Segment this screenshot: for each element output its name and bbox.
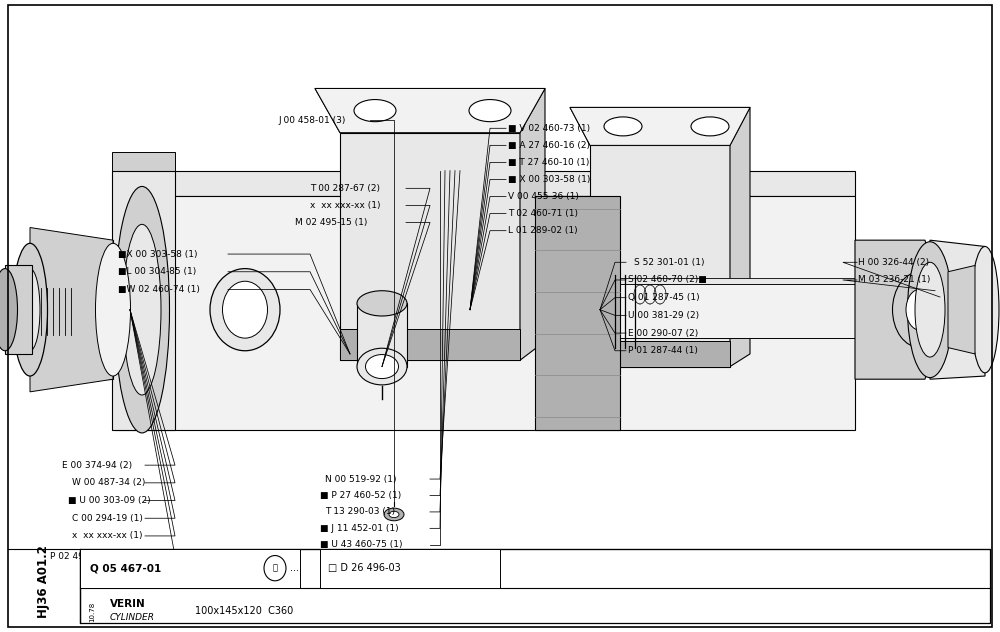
Text: E 00 374-94 (2): E 00 374-94 (2) bbox=[62, 461, 132, 470]
Text: H 00 326-44 (2): H 00 326-44 (2) bbox=[858, 258, 929, 267]
Bar bbox=[320, 549, 500, 588]
Text: ...: ... bbox=[290, 563, 299, 573]
Text: x  xx xxx-xx (1): x xx xxx-xx (1) bbox=[310, 201, 380, 210]
Polygon shape bbox=[357, 303, 407, 367]
Bar bbox=[80, 549, 300, 588]
Ellipse shape bbox=[357, 291, 407, 316]
Ellipse shape bbox=[971, 246, 999, 373]
Ellipse shape bbox=[264, 556, 286, 581]
Text: ■X 00 303-58 (1): ■X 00 303-58 (1) bbox=[118, 250, 198, 258]
Polygon shape bbox=[520, 88, 545, 360]
Text: J 00 458-01 (3): J 00 458-01 (3) bbox=[278, 116, 345, 125]
Text: N 00 519-92 (1): N 00 519-92 (1) bbox=[325, 475, 396, 483]
Text: VERIN: VERIN bbox=[110, 599, 146, 609]
Ellipse shape bbox=[906, 289, 934, 331]
Polygon shape bbox=[590, 341, 730, 367]
Polygon shape bbox=[315, 88, 545, 133]
Text: U 00 381-29 (2): U 00 381-29 (2) bbox=[628, 311, 699, 320]
Polygon shape bbox=[570, 107, 750, 145]
Polygon shape bbox=[340, 133, 520, 360]
Ellipse shape bbox=[123, 224, 161, 395]
Text: ■ T 27 460-10 (1): ■ T 27 460-10 (1) bbox=[508, 158, 589, 167]
Ellipse shape bbox=[469, 100, 511, 121]
Ellipse shape bbox=[20, 269, 40, 351]
Text: CYLINDER: CYLINDER bbox=[110, 613, 155, 622]
Ellipse shape bbox=[389, 511, 399, 518]
Ellipse shape bbox=[0, 269, 18, 351]
Polygon shape bbox=[855, 240, 935, 379]
Text: HJ36 A01.2: HJ36 A01.2 bbox=[38, 545, 50, 618]
Text: 10.78: 10.78 bbox=[89, 601, 95, 622]
Text: ■ X 00 303-58 (1): ■ X 00 303-58 (1) bbox=[508, 175, 590, 184]
Polygon shape bbox=[540, 284, 870, 338]
Text: S 52 301-01 (1): S 52 301-01 (1) bbox=[634, 258, 704, 267]
Text: E 00 290-07 (2): E 00 290-07 (2) bbox=[628, 329, 698, 337]
Text: Q 05 467-01: Q 05 467-01 bbox=[90, 563, 161, 573]
Text: ⓘ: ⓘ bbox=[272, 564, 278, 573]
Ellipse shape bbox=[222, 281, 268, 338]
Polygon shape bbox=[535, 196, 620, 430]
Polygon shape bbox=[115, 196, 855, 430]
Polygon shape bbox=[930, 240, 985, 379]
Polygon shape bbox=[30, 228, 113, 392]
Text: V 00 455-36 (1): V 00 455-36 (1) bbox=[508, 192, 579, 201]
Ellipse shape bbox=[915, 262, 945, 357]
Ellipse shape bbox=[384, 508, 404, 521]
Text: M 03 236-21 (1): M 03 236-21 (1) bbox=[858, 276, 930, 284]
Polygon shape bbox=[5, 265, 32, 354]
Text: P 01 287-44 (1): P 01 287-44 (1) bbox=[628, 346, 698, 355]
Ellipse shape bbox=[366, 355, 398, 379]
Ellipse shape bbox=[114, 186, 170, 433]
Text: ■ P 27 460-52 (1): ■ P 27 460-52 (1) bbox=[320, 491, 401, 500]
Text: Q 01 287-45 (1): Q 01 287-45 (1) bbox=[628, 293, 700, 302]
Polygon shape bbox=[540, 278, 870, 284]
Ellipse shape bbox=[604, 117, 642, 136]
Text: S 02 460-70 (2)■: S 02 460-70 (2)■ bbox=[628, 276, 707, 284]
Text: 100x145x120  C360: 100x145x120 C360 bbox=[195, 605, 293, 616]
Polygon shape bbox=[730, 107, 750, 367]
Text: ■W 02 460-74 (1): ■W 02 460-74 (1) bbox=[118, 285, 200, 294]
Bar bbox=[80, 549, 990, 623]
Text: ■ V 02 460-73 (1): ■ V 02 460-73 (1) bbox=[508, 124, 590, 133]
Polygon shape bbox=[30, 240, 113, 379]
Ellipse shape bbox=[908, 242, 952, 378]
Text: ■ J 11 452-01 (1): ■ J 11 452-01 (1) bbox=[320, 524, 399, 533]
Polygon shape bbox=[570, 107, 750, 145]
Text: x  xx xxx-xx (1): x xx xxx-xx (1) bbox=[72, 532, 143, 540]
Text: ■L 00 304-85 (1): ■L 00 304-85 (1) bbox=[118, 267, 196, 276]
Ellipse shape bbox=[691, 117, 729, 136]
Text: C 00 294-19 (1): C 00 294-19 (1) bbox=[72, 514, 143, 523]
Text: M 02 495-15 (1): M 02 495-15 (1) bbox=[295, 218, 367, 227]
Text: ■ U 00 303-09 (2): ■ U 00 303-09 (2) bbox=[68, 496, 151, 505]
Ellipse shape bbox=[210, 269, 280, 351]
Polygon shape bbox=[115, 171, 855, 196]
Text: L 01 289-02 (1): L 01 289-02 (1) bbox=[508, 226, 578, 235]
Polygon shape bbox=[340, 329, 520, 360]
Text: ■ A 27 460-16 (2): ■ A 27 460-16 (2) bbox=[508, 141, 590, 150]
Ellipse shape bbox=[893, 272, 948, 348]
Text: T 13 290-03 (1): T 13 290-03 (1) bbox=[325, 507, 395, 516]
Text: P 02 495-63 (1): P 02 495-63 (1) bbox=[50, 552, 120, 561]
Polygon shape bbox=[315, 88, 545, 133]
Ellipse shape bbox=[12, 243, 48, 376]
Polygon shape bbox=[948, 265, 975, 354]
Polygon shape bbox=[112, 152, 175, 171]
Polygon shape bbox=[112, 171, 175, 430]
Text: T 00 287-67 (2): T 00 287-67 (2) bbox=[310, 184, 380, 193]
Polygon shape bbox=[590, 145, 730, 367]
Text: W 00 487-34 (2): W 00 487-34 (2) bbox=[72, 478, 145, 487]
Text: ■ U 43 460-75 (1): ■ U 43 460-75 (1) bbox=[320, 540, 402, 549]
Ellipse shape bbox=[96, 243, 130, 376]
Text: T 02 460-71 (1): T 02 460-71 (1) bbox=[508, 209, 578, 218]
Ellipse shape bbox=[354, 100, 396, 121]
Ellipse shape bbox=[357, 348, 407, 385]
Text: □ D 26 496-03: □ D 26 496-03 bbox=[328, 563, 401, 573]
